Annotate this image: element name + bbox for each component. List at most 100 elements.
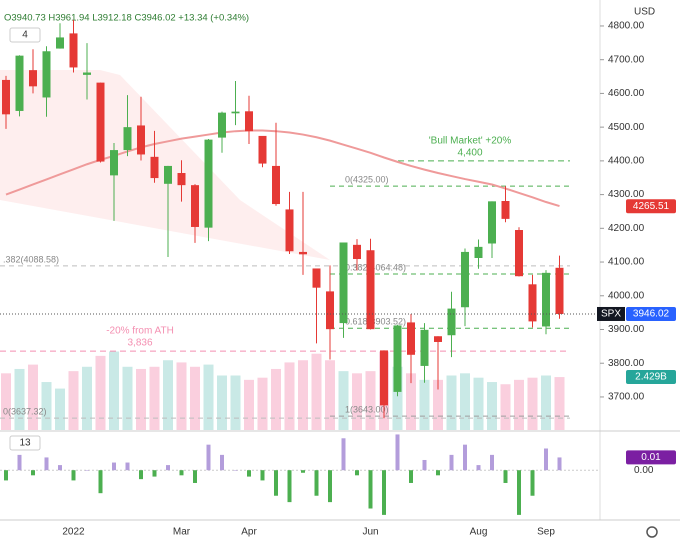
indicator-bar	[152, 470, 157, 477]
candle-body	[272, 165, 280, 205]
badge[interactable]	[9, 435, 41, 451]
indicator-tick-label: 0.00	[634, 465, 654, 476]
volume-bar	[68, 371, 79, 430]
volume-bar	[244, 379, 254, 430]
candle-body	[515, 230, 523, 277]
y-tick-label: 4300.00	[608, 189, 645, 200]
indicator-bar	[463, 444, 467, 471]
indicator-bar	[490, 454, 494, 471]
symbol-label: SPX	[601, 309, 621, 320]
volume-bar	[190, 366, 200, 430]
y-tick-label: 4700.00	[608, 54, 645, 65]
volume-bar	[311, 353, 322, 430]
volume-bar	[460, 373, 470, 430]
indicator-bar	[503, 470, 508, 483]
y-tick-label: 4400.00	[608, 156, 645, 167]
indicator-bar	[544, 448, 548, 471]
indicator-bar	[179, 470, 184, 476]
indicator-bar	[193, 470, 197, 483]
volume-label: 2.429B	[635, 372, 667, 383]
indicator-bar	[314, 470, 319, 496]
candle-body	[231, 111, 240, 114]
candle-body	[501, 201, 510, 219]
volume-bar	[82, 366, 92, 430]
volume-bar	[541, 375, 551, 430]
candle-body	[285, 209, 294, 252]
volume-bar	[149, 366, 160, 430]
candle-body	[123, 127, 132, 151]
indicator-bar	[58, 465, 62, 471]
indicator-bar	[301, 470, 305, 473]
candle-body	[420, 329, 429, 366]
y-tick-label: 4200.00	[608, 223, 645, 234]
indicator-bar	[530, 470, 535, 496]
volume-bar	[433, 379, 443, 430]
indicator-bar	[476, 465, 481, 471]
y-tick-label: 3700.00	[608, 392, 645, 403]
candle-body	[258, 135, 267, 164]
indicator-bar	[4, 470, 8, 481]
candle-body	[110, 150, 118, 176]
symbol-tag	[597, 306, 625, 321]
indicator-bar	[409, 470, 413, 483]
candle-body	[29, 70, 37, 87]
indicator-bar	[125, 462, 130, 471]
volume-bar	[217, 375, 227, 430]
y-tick-label: 4500.00	[608, 122, 645, 133]
indicator-bar	[98, 470, 103, 494]
y-tick-label: 3900.00	[608, 324, 645, 335]
indicator-bar	[112, 462, 116, 471]
indicator-bar	[368, 470, 373, 509]
indicator-bar	[247, 470, 251, 477]
indicator-bar	[85, 470, 89, 471]
candle-body	[542, 272, 550, 327]
last-price-tag	[626, 306, 676, 321]
indicator-bar	[449, 454, 454, 471]
volume-bar	[122, 366, 133, 430]
level-label: 1(3643.00)	[345, 405, 389, 415]
settings-icon[interactable]	[646, 526, 658, 538]
indicator-bar	[341, 438, 346, 471]
y-tick-label: 4600.00	[608, 88, 645, 99]
candle-body	[393, 325, 402, 392]
volume-bar	[41, 382, 52, 430]
candle-body	[339, 242, 348, 324]
candle-body	[137, 125, 145, 155]
candle-body	[434, 336, 442, 342]
level-label: 0(3637.32)	[3, 406, 47, 416]
x-tick-label: 2022	[62, 527, 85, 538]
x-tick-label: Jun	[362, 527, 378, 538]
y-tick-label: 3800.00	[608, 358, 645, 369]
candle-body	[15, 55, 24, 111]
indicator-last: 0.01	[641, 452, 661, 463]
ma-price-tag	[626, 199, 676, 214]
indicator-bar	[233, 470, 238, 471]
indicator-badge[interactable]: 13	[19, 438, 31, 449]
volume-bar	[163, 360, 173, 430]
indicator-bar	[206, 444, 211, 471]
bull-title: 'Bull Market' +20%	[429, 136, 512, 147]
volume-bar	[257, 377, 268, 430]
indicator-last-tag	[626, 450, 676, 465]
volume-bar	[446, 375, 457, 430]
indicator-bar	[382, 470, 386, 515]
bear-title: -20% from ATH	[106, 326, 174, 337]
indicator-bar	[71, 470, 76, 481]
level-label: 0.382(4064.48)	[345, 262, 406, 272]
currency: USD	[634, 7, 655, 18]
volume-bar	[500, 384, 511, 430]
volume-bar	[554, 377, 565, 430]
indicator-bar	[328, 470, 332, 503]
indicator-bar	[355, 470, 359, 476]
main-badge[interactable]: 4	[22, 30, 28, 41]
candle-body	[245, 111, 253, 132]
candle-body	[56, 37, 64, 49]
volume-bar	[365, 371, 376, 430]
y-tick-label: 4800.00	[608, 21, 645, 32]
indicator-bar	[422, 459, 427, 471]
candle-body	[218, 112, 226, 138]
badge[interactable]	[9, 27, 41, 43]
volume-bar	[325, 360, 335, 430]
